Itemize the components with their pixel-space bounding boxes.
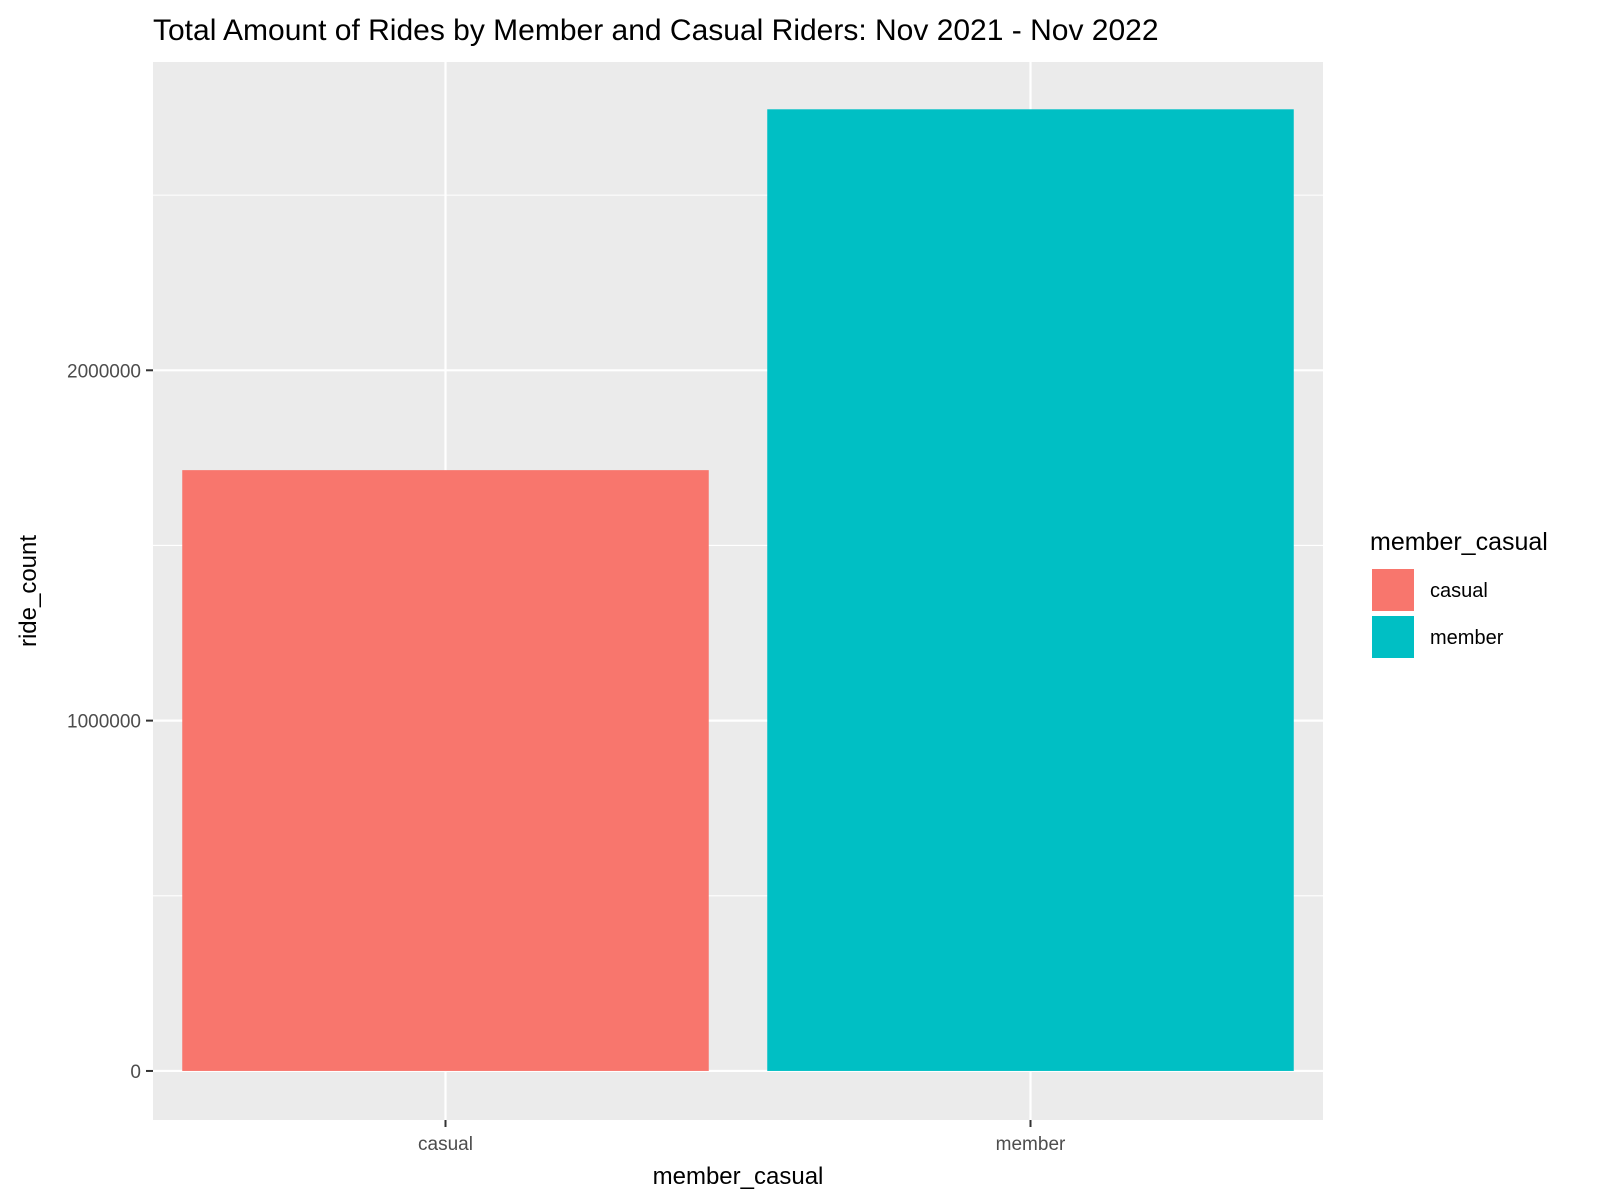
x-tick-label-member: member [996,1134,1066,1155]
y-tick-label: 2000000 [67,361,141,382]
chart-title: Total Amount of Rides by Member and Casu… [153,14,1159,47]
y-axis: 0 1000000 2000000 [67,361,153,1083]
y-tick-label: 0 [130,1062,141,1083]
y-axis-title: ride_count [15,535,42,647]
legend-key-casual [1370,567,1416,613]
legend-label-casual: casual [1430,580,1488,602]
bars [182,109,1294,1071]
x-axis: casual member [418,1120,1066,1155]
x-axis-title: member_casual [653,1163,824,1190]
legend: member_casual casual member [1370,528,1548,660]
legend-label-member: member [1430,627,1504,649]
legend-title: member_casual [1370,528,1548,556]
legend-key-member [1370,614,1416,660]
bar-casual [182,470,709,1071]
y-tick-label: 1000000 [67,712,141,733]
x-tick-label-casual: casual [418,1134,473,1155]
bar-member [767,109,1294,1071]
